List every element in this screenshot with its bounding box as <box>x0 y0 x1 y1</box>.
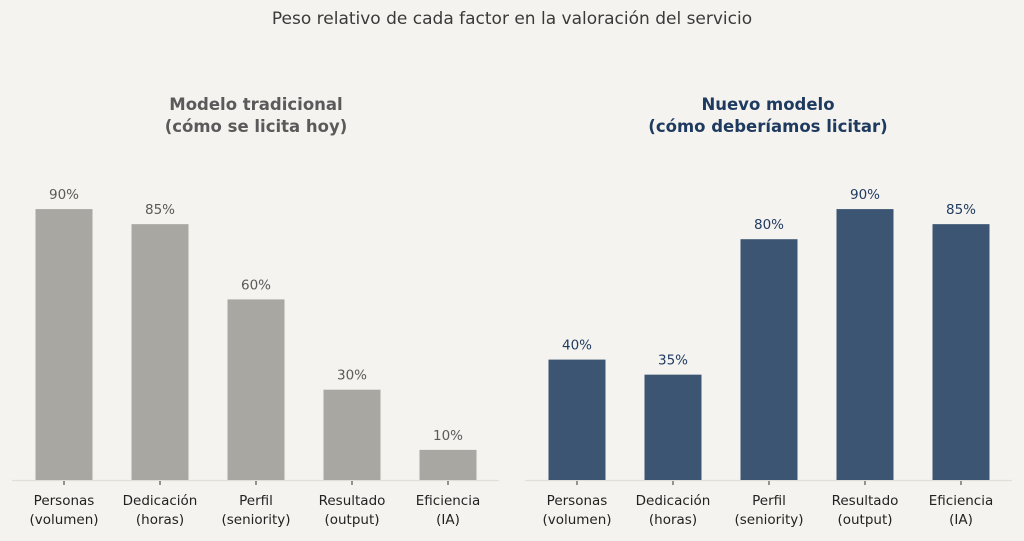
right-tick-label-4-line1: Resultado <box>832 493 899 509</box>
left-tick-label-1-line1: Personas <box>34 493 95 509</box>
left-bar-5 <box>419 449 477 480</box>
left-chart-title: Modelo tradicional (cómo se licita hoy) <box>56 94 456 138</box>
right-value-label-3: 80% <box>754 217 784 233</box>
left-value-label-1: 90% <box>49 187 79 203</box>
right-value-label-2: 35% <box>658 353 688 369</box>
left-tick-label-4-line2: (output) <box>324 512 379 528</box>
left-value-label-5: 10% <box>433 428 463 444</box>
chart-title: Peso relativo de cada factor en la valor… <box>271 9 753 29</box>
right-tick-label-5-line1: Eficiencia <box>929 493 994 509</box>
right-bar-4 <box>836 209 894 480</box>
left-bar-3 <box>227 299 285 480</box>
right-tick-label-1-line2: (volumen) <box>542 512 611 528</box>
left-chart: 90% Personas (volumen) 85% Dedicación (horas)… <box>12 187 499 528</box>
right-bar-1 <box>548 359 606 480</box>
left-value-label-4: 30% <box>337 368 367 384</box>
right-chart-title: Nuevo modelo (cómo deberíamos licitar) <box>568 94 968 138</box>
left-tick-label-1-line2: (volumen) <box>29 512 98 528</box>
right-value-label-4: 90% <box>850 187 880 203</box>
right-tick-label-2-line1: Dedicación <box>636 493 711 509</box>
left-bar-2 <box>131 224 189 480</box>
right-chart: 40% Personas (volumen) 35% Dedicación (horas)… <box>525 187 1012 528</box>
left-value-label-2: 85% <box>145 202 175 218</box>
left-tick-label-5-line1: Eficiencia <box>416 493 481 509</box>
right-tick-label-1-line1: Personas <box>547 493 608 509</box>
right-bar-3 <box>740 239 798 480</box>
right-tick-label-3-line1: Perfil <box>752 493 786 509</box>
left-chart-title-line2: (cómo se licita hoy) <box>164 117 348 136</box>
right-value-label-1: 40% <box>562 338 592 354</box>
right-tick-label-5-line2: (IA) <box>949 512 973 528</box>
left-tick-label-5-line2: (IA) <box>436 512 460 528</box>
left-tick-label-2-line1: Dedicación <box>123 493 198 509</box>
left-chart-title-line1: Modelo tradicional <box>169 95 343 114</box>
left-bar-1 <box>35 209 93 480</box>
right-value-label-5: 85% <box>946 202 976 218</box>
left-value-label-3: 60% <box>241 277 271 293</box>
right-bar-5 <box>932 224 990 480</box>
left-tick-label-4-line1: Resultado <box>319 493 386 509</box>
right-chart-title-line1: Nuevo modelo <box>701 95 835 114</box>
left-bar-4 <box>323 389 381 480</box>
right-tick-label-3-line2: (seniority) <box>734 512 803 528</box>
left-tick-label-3-line1: Perfil <box>239 493 273 509</box>
right-bar-2 <box>644 374 702 480</box>
right-tick-label-2-line2: (horas) <box>649 512 697 528</box>
right-tick-label-4-line2: (output) <box>837 512 892 528</box>
right-chart-title-line2: (cómo deberíamos licitar) <box>648 117 888 136</box>
left-tick-label-2-line2: (horas) <box>136 512 184 528</box>
left-tick-label-3-line2: (seniority) <box>221 512 290 528</box>
